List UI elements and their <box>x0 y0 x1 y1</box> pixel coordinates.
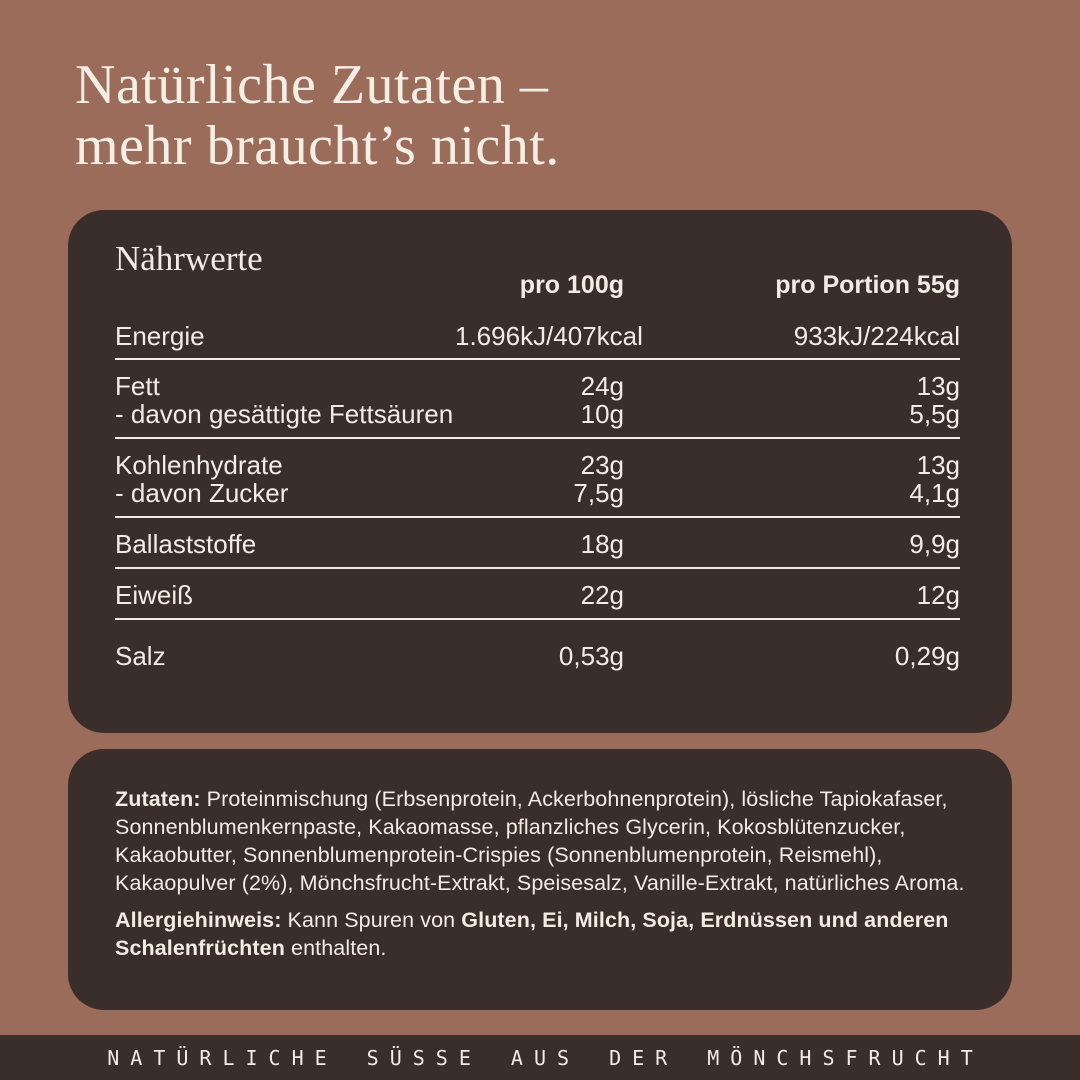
allergy-paragraph: Allergiehinweis: Kann Spuren von Gluten,… <box>115 906 966 962</box>
row-per-100g: 23g <box>580 450 624 480</box>
nutrition-table: Energie 1.696kJ/407kcal 933kJ/224kcal Fe… <box>115 302 960 679</box>
row-per-portion: 5,5g <box>909 399 960 429</box>
nutrition-row: Energie 1.696kJ/407kcal 933kJ/224kcal <box>115 322 960 350</box>
nutrition-row: Kohlenhydrate 23g 13g <box>115 451 960 479</box>
column-header-per-portion: pro Portion 55g <box>775 271 960 299</box>
row-per-portion: 4,1g <box>909 478 960 508</box>
row-per-100g: 0,53g <box>558 641 624 671</box>
row-label: - davon gesättigte Fettsäuren <box>115 399 454 429</box>
allergy-bold: Gluten, Ei, Milch, Soja, Erdnüssen und a… <box>115 908 949 960</box>
ingredients-card: Zutaten: Proteinmischung (Erbsenprotein,… <box>68 749 1012 1010</box>
ingredients-label: Zutaten: <box>115 787 201 811</box>
nutrition-card: Nährwerte pro 100g pro Portion 55g Energ… <box>68 210 1012 733</box>
row-per-portion: 12g <box>916 580 960 610</box>
page-title: Natürliche Zutaten – mehr braucht’s nich… <box>75 55 560 177</box>
row-label: Ballaststoffe <box>115 529 257 559</box>
row-per-100g: 1.696kJ/407kcal <box>455 321 643 351</box>
ingredients-text: Proteinmischung (Erbsenprotein, Ackerboh… <box>115 787 965 895</box>
row-label: Energie <box>115 321 205 351</box>
allergy-post: enthalten. <box>284 936 387 960</box>
nutrition-section: Eiweiß 22g 12g <box>115 567 960 618</box>
nutrition-row: Salz 0,53g 0,29g <box>115 642 960 670</box>
allergy-pre: Kann Spuren von <box>281 908 462 932</box>
nutrition-section: Fett 24g 13g - davon gesättigte Fettsäur… <box>115 358 960 437</box>
row-per-portion: 9,9g <box>909 529 960 559</box>
row-label: Kohlenhydrate <box>115 450 283 480</box>
row-per-portion: 0,29g <box>894 641 960 671</box>
nutrition-row: - davon Zucker 7,5g 4,1g <box>115 479 960 507</box>
title-line-1: Natürliche Zutaten – <box>75 54 549 116</box>
column-header-per-100g: pro 100g <box>519 271 624 299</box>
nutrition-section: Salz 0,53g 0,29g <box>115 618 960 679</box>
nutrition-row: Ballaststoffe 18g 9,9g <box>115 530 960 558</box>
nutrition-header-row: Nährwerte pro 100g pro Portion 55g <box>115 240 960 302</box>
row-per-portion: 13g <box>916 450 960 480</box>
row-label: Salz <box>115 641 166 671</box>
row-per-portion: 933kJ/224kcal <box>793 321 960 351</box>
row-label: Eiweiß <box>115 580 194 610</box>
nutrition-section: Energie 1.696kJ/407kcal 933kJ/224kcal <box>115 302 960 358</box>
row-per-100g: 18g <box>580 529 624 559</box>
allergy-label: Allergiehinweis: <box>115 908 282 932</box>
nutrition-row: - davon gesättigte Fettsäuren 10g 5,5g <box>115 400 960 428</box>
row-per-100g: 24g <box>580 371 624 401</box>
footer-tagline: NATÜRLICHE SÜSSE AUS DER MÖNCHSFRUCHT <box>107 1045 984 1070</box>
ingredients-paragraph: Zutaten: Proteinmischung (Erbsenprotein,… <box>115 785 966 897</box>
nutrition-heading: Nährwerte <box>115 239 263 278</box>
footer-tagline-bar: NATÜRLICHE SÜSSE AUS DER MÖNCHSFRUCHT <box>0 1035 1080 1080</box>
row-label: Fett <box>115 371 160 401</box>
nutrition-row: Eiweiß 22g 12g <box>115 581 960 609</box>
title-line-2: mehr braucht’s nicht. <box>75 115 560 177</box>
row-per-portion: 13g <box>916 371 960 401</box>
nutrition-row: Fett 24g 13g <box>115 372 960 400</box>
nutrition-section: Ballaststoffe 18g 9,9g <box>115 516 960 567</box>
row-per-100g: 10g <box>580 399 624 429</box>
row-label: - davon Zucker <box>115 478 289 508</box>
nutrition-section: Kohlenhydrate 23g 13g - davon Zucker 7,5… <box>115 437 960 516</box>
row-per-100g: 22g <box>580 580 624 610</box>
row-per-100g: 7,5g <box>573 478 624 508</box>
